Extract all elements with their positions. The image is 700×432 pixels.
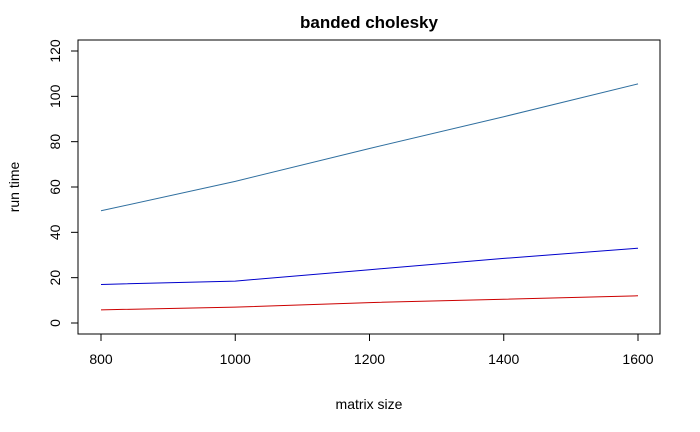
series-layer xyxy=(100,83,639,311)
y-tick-label: 120 xyxy=(47,39,63,63)
x-tick-label: 1200 xyxy=(354,351,385,367)
y-tick-label: 0 xyxy=(47,319,63,327)
x-axis: 800 1000 1200 1400 1600 xyxy=(89,333,654,367)
y-tick-label: 20 xyxy=(47,270,63,286)
series-line-1 xyxy=(100,83,639,212)
y-tick-label: 60 xyxy=(47,179,63,195)
x-axis-label: matrix size xyxy=(336,396,403,412)
chart-title: banded cholesky xyxy=(300,13,438,32)
x-tick-label: 800 xyxy=(89,351,113,367)
y-tick-label: 40 xyxy=(47,224,63,240)
y-tick-label: 80 xyxy=(47,134,63,150)
x-tick-label: 1000 xyxy=(220,351,251,367)
x-tick-label: 1400 xyxy=(488,351,519,367)
series-line-3 xyxy=(100,295,639,311)
y-tick-label: 100 xyxy=(47,84,63,108)
y-axis: 0 20 40 60 80 100 120 xyxy=(47,39,79,327)
y-axis-label: run time xyxy=(6,162,22,213)
series-line-2 xyxy=(100,247,639,285)
x-tick-label: 1600 xyxy=(622,351,653,367)
